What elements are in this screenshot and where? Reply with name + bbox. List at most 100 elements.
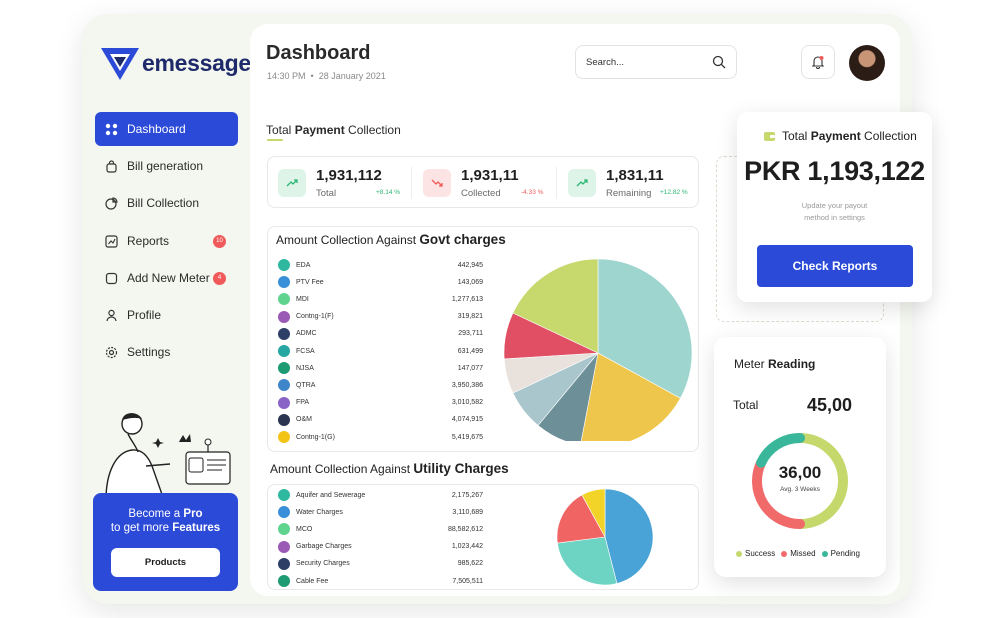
legend-row: FCSA 631,499 xyxy=(278,344,483,358)
meter-total-label: Total xyxy=(733,398,759,412)
legend-row: NJSA 147,077 xyxy=(278,361,483,375)
legend-row: MDI 1,277,613 xyxy=(278,292,483,306)
pie-slice[interactable] xyxy=(580,352,681,441)
legend-dot xyxy=(278,259,290,271)
page-title: Dashboard xyxy=(266,42,371,64)
legend-label: Garbage Charges xyxy=(296,543,352,551)
legend-row: Contng-1(F) 319,821 xyxy=(278,310,483,324)
legend-label: MCO xyxy=(296,525,313,533)
legend-missed: Missed xyxy=(781,549,816,558)
legend-value: 985,622 xyxy=(457,560,483,568)
square-icon xyxy=(105,271,127,285)
govt-card-title: Amount Collection Against Govt charges xyxy=(276,232,506,247)
section-title-payment: Total Payment Collection xyxy=(266,123,401,137)
legend-label: Contng-1(G) xyxy=(296,433,335,441)
legend-value: 319,821 xyxy=(457,313,483,321)
legend-value: 88,582,612 xyxy=(447,525,483,533)
logo-mark-icon xyxy=(101,48,139,80)
legend-value: 4,074,915 xyxy=(451,416,483,424)
pie-slice[interactable] xyxy=(512,258,599,354)
legend-row: FPA 3,010,582 xyxy=(278,396,483,410)
sidebar-item-profile[interactable]: Profile xyxy=(95,298,238,332)
legend-value: 5,419,675 xyxy=(451,433,483,441)
legend-value: 3,010,582 xyxy=(451,399,483,407)
sidebar-item-add-new-meter[interactable]: Add New Meter 4 xyxy=(95,261,238,295)
legend-dot xyxy=(278,431,290,443)
sidebar-item-settings[interactable]: Settings xyxy=(95,335,238,369)
legend-row: PTV Fee 143,069 xyxy=(278,275,483,289)
sidebar-item-label: Settings xyxy=(127,345,171,359)
payout-note: Update your payout method in settings xyxy=(801,201,868,222)
sidebar-item-bill-collection[interactable]: Bill Collection xyxy=(95,186,238,220)
legend-row: EDA 442,945 xyxy=(278,258,483,272)
pay-card-title: Total Payment Collection xyxy=(763,129,917,143)
meter-center-value: 36,00 xyxy=(778,463,822,482)
meter-reading-card: Meter Reading Total 45,00 36,00 Avg. 3 W… xyxy=(714,337,886,577)
pie-slice[interactable] xyxy=(581,488,606,538)
stat-label: Total xyxy=(316,188,337,199)
search-input[interactable]: Search... xyxy=(575,45,737,79)
stat-collected: 1,931,11 Collected -4.33 % xyxy=(413,157,557,207)
legend-row: O&M 4,074,915 xyxy=(278,413,483,427)
stat-value: 1,931,11 xyxy=(461,167,519,184)
legend-row: Cable Fee 7,505,511 xyxy=(278,574,483,588)
legend-pending: Pending xyxy=(821,549,860,558)
products-button[interactable]: Products xyxy=(111,548,220,577)
legend-dot xyxy=(278,575,290,587)
sidebar-item-reports[interactable]: Reports 10 xyxy=(95,224,238,258)
legend-dot xyxy=(278,557,290,570)
sidebar-item-label: Dashboard xyxy=(127,122,186,136)
legend-label: ADMC xyxy=(296,330,317,338)
legend-dot xyxy=(278,310,290,323)
sidebar-item-label: Bill generation xyxy=(127,159,204,173)
legend-value: 1,023,442 xyxy=(451,543,483,551)
stat-change: +12.82 % xyxy=(660,189,688,196)
legend-value: 147,077 xyxy=(457,364,483,372)
legend-label: O&M xyxy=(296,416,312,424)
pro-promo-card: Become a Pro to get more Features Produc… xyxy=(93,493,238,591)
legend-label: Contng-1(F) xyxy=(296,313,334,321)
legend-label: Water Charges xyxy=(296,508,343,516)
search-icon xyxy=(712,55,726,69)
pie-slice[interactable] xyxy=(597,258,693,399)
legend-dot xyxy=(278,396,290,409)
stat-change: -4.33 % xyxy=(521,189,544,196)
trend-down-icon xyxy=(423,169,451,197)
legend-label: Cable Fee xyxy=(296,577,329,585)
legend-value: 1,277,613 xyxy=(451,295,483,303)
legend-row: QTRA 3,950,386 xyxy=(278,378,483,392)
sidebar-item-label: Bill Collection xyxy=(127,196,200,210)
stat-value: 1,831,11 xyxy=(606,167,664,184)
brand-logo[interactable]: emessage. xyxy=(100,44,257,82)
legend-row: ADMC 293,711 xyxy=(278,327,483,341)
promo-line-2: to get more Features xyxy=(110,522,221,534)
avatar[interactable] xyxy=(849,45,885,81)
meter-donut-chart xyxy=(752,433,848,529)
meter-legend: Success Missed Pending xyxy=(736,549,860,558)
sidebar-item-dashboard[interactable]: Dashboard xyxy=(95,112,238,146)
legend-value: 3,110,689 xyxy=(452,508,483,516)
legend-value: 143,069 xyxy=(457,278,483,286)
meter-center-sub: Avg. 3 Weeks xyxy=(780,486,820,493)
stat-remaining: 1,831,11 Remaining +12.82 % xyxy=(558,157,702,207)
user-icon xyxy=(105,308,127,322)
check-reports-button[interactable]: Check Reports xyxy=(757,245,913,287)
search-placeholder: Search... xyxy=(586,56,625,68)
legend-label: MDI xyxy=(296,295,309,303)
legend-dot xyxy=(278,506,290,519)
pie-icon xyxy=(105,196,127,210)
pie-slice[interactable] xyxy=(604,488,654,584)
sidebar-item-bill-generation[interactable]: Bill generation xyxy=(95,149,238,183)
pie-slice[interactable] xyxy=(556,494,606,544)
bag-icon xyxy=(105,159,127,173)
pie-slice[interactable] xyxy=(557,536,618,586)
promo-line-1: Become a Pro xyxy=(128,508,203,520)
sidebar-item-label: Reports xyxy=(127,234,170,248)
person-illustration xyxy=(105,413,231,500)
meter-total-value: 45,00 xyxy=(806,395,852,415)
legend-success: Success xyxy=(736,549,775,558)
legend-label: Aquifer and Sewerage xyxy=(296,491,366,499)
notification-button[interactable] xyxy=(801,45,835,79)
legend-label: Security Charges xyxy=(296,560,350,568)
legend-label: QTRA xyxy=(296,381,316,389)
